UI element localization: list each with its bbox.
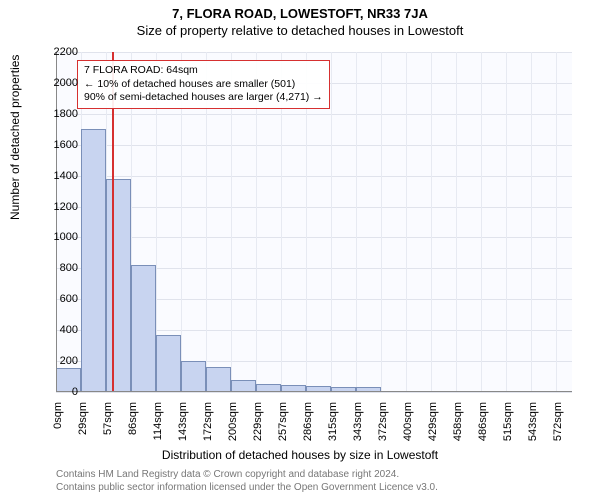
y-tick-label: 1400 [38,170,78,182]
x-tick-label: 29sqm [77,402,89,462]
footer-line-2: Contains public sector information licen… [56,481,438,494]
histogram-bar [181,361,206,392]
y-tick-label: 1200 [38,201,78,213]
x-tick-label: 172sqm [202,402,214,462]
page-subtitle: Size of property relative to detached ho… [0,21,600,38]
gridline-v [356,52,357,392]
y-tick-label: 2000 [38,77,78,89]
gridline-v [331,52,332,392]
x-tick-label: 200sqm [227,402,239,462]
footer-credit: Contains HM Land Registry data © Crown c… [56,468,438,494]
y-tick-label: 1800 [38,108,78,120]
x-tick-label: 0sqm [52,402,64,462]
gridline-v [431,52,432,392]
histogram-bar [81,129,106,392]
x-tick-label: 486sqm [477,402,489,462]
y-tick-label: 0 [38,386,78,398]
gridline-v [456,52,457,392]
gridline-v [481,52,482,392]
y-tick-label: 1600 [38,139,78,151]
x-tick-label: 286sqm [302,402,314,462]
x-tick-label: 114sqm [152,402,164,462]
histogram-bar [206,367,231,392]
histogram-bar [156,335,181,392]
x-tick-label: 572sqm [552,402,564,462]
histogram-bar [106,179,131,392]
info-box: 7 FLORA ROAD: 64sqm ← 10% of detached ho… [77,60,330,109]
y-tick-label: 200 [38,355,78,367]
info-line-2: ← 10% of detached houses are smaller (50… [84,78,323,92]
y-tick-label: 600 [38,293,78,305]
x-tick-label: 343sqm [352,402,364,462]
gridline-h [56,207,572,208]
y-tick-label: 2200 [38,46,78,58]
x-axis-line [56,391,572,392]
gridline-h [56,114,572,115]
x-tick-label: 458sqm [452,402,464,462]
gridline-v [556,52,557,392]
histogram-bar [131,265,156,392]
x-tick-label: 86sqm [127,402,139,462]
page-title: 7, FLORA ROAD, LOWESTOFT, NR33 7JA [0,0,600,21]
x-tick-label: 400sqm [402,402,414,462]
gridline-h [56,176,572,177]
x-tick-label: 229sqm [252,402,264,462]
gridline-v [381,52,382,392]
x-tick-label: 429sqm [427,402,439,462]
y-tick-label: 800 [38,262,78,274]
x-tick-label: 57sqm [102,402,114,462]
gridline-h [56,392,572,393]
gridline-h [56,237,572,238]
y-tick-label: 400 [38,324,78,336]
gridline-h [56,145,572,146]
x-tick-label: 257sqm [277,402,289,462]
gridline-h [56,52,572,53]
gridline-v [506,52,507,392]
gridline-v [406,52,407,392]
x-tick-label: 543sqm [527,402,539,462]
gridline-v [531,52,532,392]
x-tick-label: 372sqm [377,402,389,462]
footer-line-1: Contains HM Land Registry data © Crown c… [56,468,438,481]
info-line-3: 90% of semi-detached houses are larger (… [84,91,323,105]
y-axis-line [56,52,57,392]
x-tick-label: 315sqm [327,402,339,462]
x-tick-label: 143sqm [177,402,189,462]
info-line-1: 7 FLORA ROAD: 64sqm [84,64,323,78]
x-tick-label: 515sqm [502,402,514,462]
y-axis-label: Number of detached properties [8,55,22,220]
y-tick-label: 1000 [38,231,78,243]
